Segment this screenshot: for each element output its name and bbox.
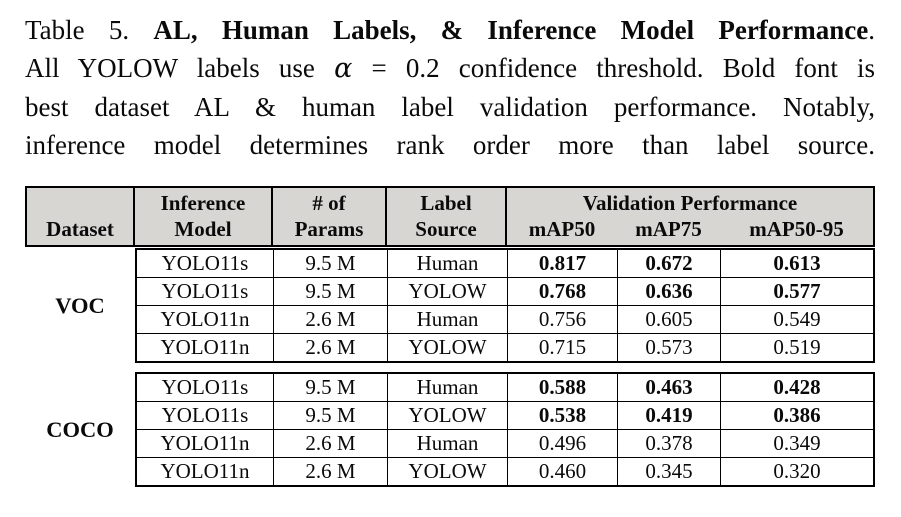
cell-params: 9.5 M — [274, 374, 388, 401]
cell-source: YOLOW — [388, 402, 508, 429]
cell-model: YOLO11n — [137, 306, 274, 333]
table-caption: Table 5. AL, Human Labels, & Inference M… — [25, 11, 875, 164]
cell-params: 2.6 M — [274, 334, 388, 361]
caption-prefix: Table 5. — [25, 15, 154, 45]
cell-map50: 0.496 — [508, 430, 618, 457]
cell-map50-95: 0.549 — [773, 307, 821, 331]
cell-map50: 0.756 — [508, 306, 618, 333]
cell-source: Human — [388, 374, 508, 401]
alpha-symbol: α — [334, 53, 353, 84]
cell-map50-95: 0.428 — [773, 375, 821, 399]
header-cell-label-source: Label Source — [387, 188, 507, 245]
header-group-validation-performance: Validation Performance mAP50 mAP75 mAP50… — [507, 188, 873, 245]
cell-model: YOLO11n — [137, 458, 274, 485]
cell-source: YOLOW — [388, 278, 508, 305]
header-label: Params — [294, 217, 364, 241]
cell-map50: 0.538 — [508, 402, 618, 429]
table-row: YOLO11s 9.5 M YOLOW 0.538 0.419 0.386 — [137, 401, 873, 429]
cell-map75: 0.573 — [618, 334, 721, 361]
table-row: YOLO11s 9.5 M Human 0.588 0.463 0.428 — [137, 374, 873, 401]
caption-line-4: inference model determines rank order mo… — [25, 126, 875, 164]
header-cell-map75: mAP75 — [635, 217, 702, 241]
cell-params: 2.6 M — [274, 306, 388, 333]
cell-model: YOLO11n — [137, 430, 274, 457]
results-table: Dataset Inference Model # of Params Label S… — [25, 186, 875, 487]
header-label: Source — [415, 217, 477, 241]
header-label: Dataset — [46, 217, 114, 241]
table-group-voc: VOC YOLO11s 9.5 M Human 0.817 0.672 0.61… — [25, 248, 875, 363]
header-label: # of — [312, 191, 346, 215]
table-row: YOLO11s 9.5 M Human 0.817 0.672 0.613 — [137, 250, 873, 277]
cell-map75: 0.378 — [618, 430, 721, 457]
dataset-label-coco: COCO — [46, 416, 114, 442]
cell-map75: 0.419 — [618, 402, 721, 429]
cell-model: YOLO11n — [137, 334, 274, 361]
cell-source: YOLOW — [388, 334, 508, 361]
voc-rows-box: YOLO11s 9.5 M Human 0.817 0.672 0.613 YO… — [135, 248, 875, 363]
caption-text: inference model determines rank order mo… — [25, 130, 875, 160]
caption-text: = 0.2 confidence threshold. Bold font is — [352, 53, 876, 83]
header-map-columns: mAP50 mAP75 mAP50-95 — [507, 216, 873, 245]
caption-bold-title: AL, Human Labels, & Inference Model Perf… — [153, 15, 869, 45]
table-row: YOLO11n 2.6 M YOLOW 0.460 0.345 0.320 — [137, 457, 873, 485]
caption-line-3: best dataset AL & human label validation… — [25, 88, 875, 126]
caption-text: best dataset AL & human label validation… — [25, 92, 875, 122]
cell-map50-95: 0.519 — [773, 335, 821, 359]
cell-params: 9.5 M — [274, 278, 388, 305]
caption-text: All YOLOW labels use — [25, 53, 335, 83]
cell-params: 2.6 M — [274, 458, 388, 485]
cell-map50-95: 0.577 — [773, 279, 821, 303]
cell-map75: 0.463 — [618, 374, 721, 401]
table-row: YOLO11n 2.6 M Human 0.756 0.605 0.549 — [137, 305, 873, 333]
table-header-row: Dataset Inference Model # of Params Label S… — [25, 186, 875, 247]
caption-suffix: . — [868, 15, 876, 45]
cell-map50-95: 0.349 — [773, 431, 821, 455]
caption-line-2: All YOLOW labels use α = 0.2 confidence … — [25, 49, 875, 88]
header-label: Model — [174, 217, 232, 241]
cell-map75: 0.345 — [618, 458, 721, 485]
cell-model: YOLO11s — [137, 374, 274, 401]
cell-model: YOLO11s — [137, 402, 274, 429]
cell-source: Human — [388, 250, 508, 277]
header-cell-inference-model: Inference Model — [135, 188, 273, 245]
cell-map50: 0.768 — [508, 278, 618, 305]
cell-params: 2.6 M — [274, 430, 388, 457]
header-cell-map50: mAP50 — [528, 217, 596, 241]
cell-source: YOLOW — [388, 458, 508, 485]
cell-map50-95: 0.386 — [773, 403, 821, 427]
cell-map50-95: 0.320 — [773, 459, 821, 483]
header-cell-num-params: # of Params — [273, 188, 387, 245]
header-label: Label — [420, 191, 472, 215]
table-row: YOLO11n 2.6 M YOLOW 0.715 0.573 0.519 — [137, 333, 873, 361]
coco-rows-box: YOLO11s 9.5 M Human 0.588 0.463 0.428 YO… — [135, 372, 875, 487]
cell-map50: 0.460 — [508, 458, 618, 485]
cell-map75: 0.605 — [618, 306, 721, 333]
header-label: Inference — [160, 191, 246, 215]
table-row: YOLO11n 2.6 M Human 0.496 0.378 0.349 — [137, 429, 873, 457]
table-group-coco: COCO YOLO11s 9.5 M Human 0.588 0.463 0.4… — [25, 372, 875, 487]
cell-map75: 0.636 — [618, 278, 721, 305]
dataset-label-voc: VOC — [55, 292, 105, 318]
caption-line-1: Table 5. AL, Human Labels, & Inference M… — [25, 11, 875, 49]
header-cell-dataset: Dataset — [27, 188, 135, 245]
cell-params: 9.5 M — [274, 402, 388, 429]
cell-map50: 0.715 — [508, 334, 618, 361]
header-cell-validation-performance: Validation Performance — [582, 191, 798, 215]
cell-source: Human — [388, 306, 508, 333]
cell-model: YOLO11s — [137, 278, 274, 305]
header-cell-map50-95: mAP50-95 — [749, 217, 844, 241]
cell-map75: 0.672 — [618, 250, 721, 277]
cell-source: Human — [388, 430, 508, 457]
cell-model: YOLO11s — [137, 250, 274, 277]
cell-map50-95: 0.613 — [773, 251, 821, 275]
table-row: YOLO11s 9.5 M YOLOW 0.768 0.636 0.577 — [137, 277, 873, 305]
cell-map50: 0.588 — [508, 374, 618, 401]
cell-map50: 0.817 — [508, 250, 618, 277]
cell-params: 9.5 M — [274, 250, 388, 277]
